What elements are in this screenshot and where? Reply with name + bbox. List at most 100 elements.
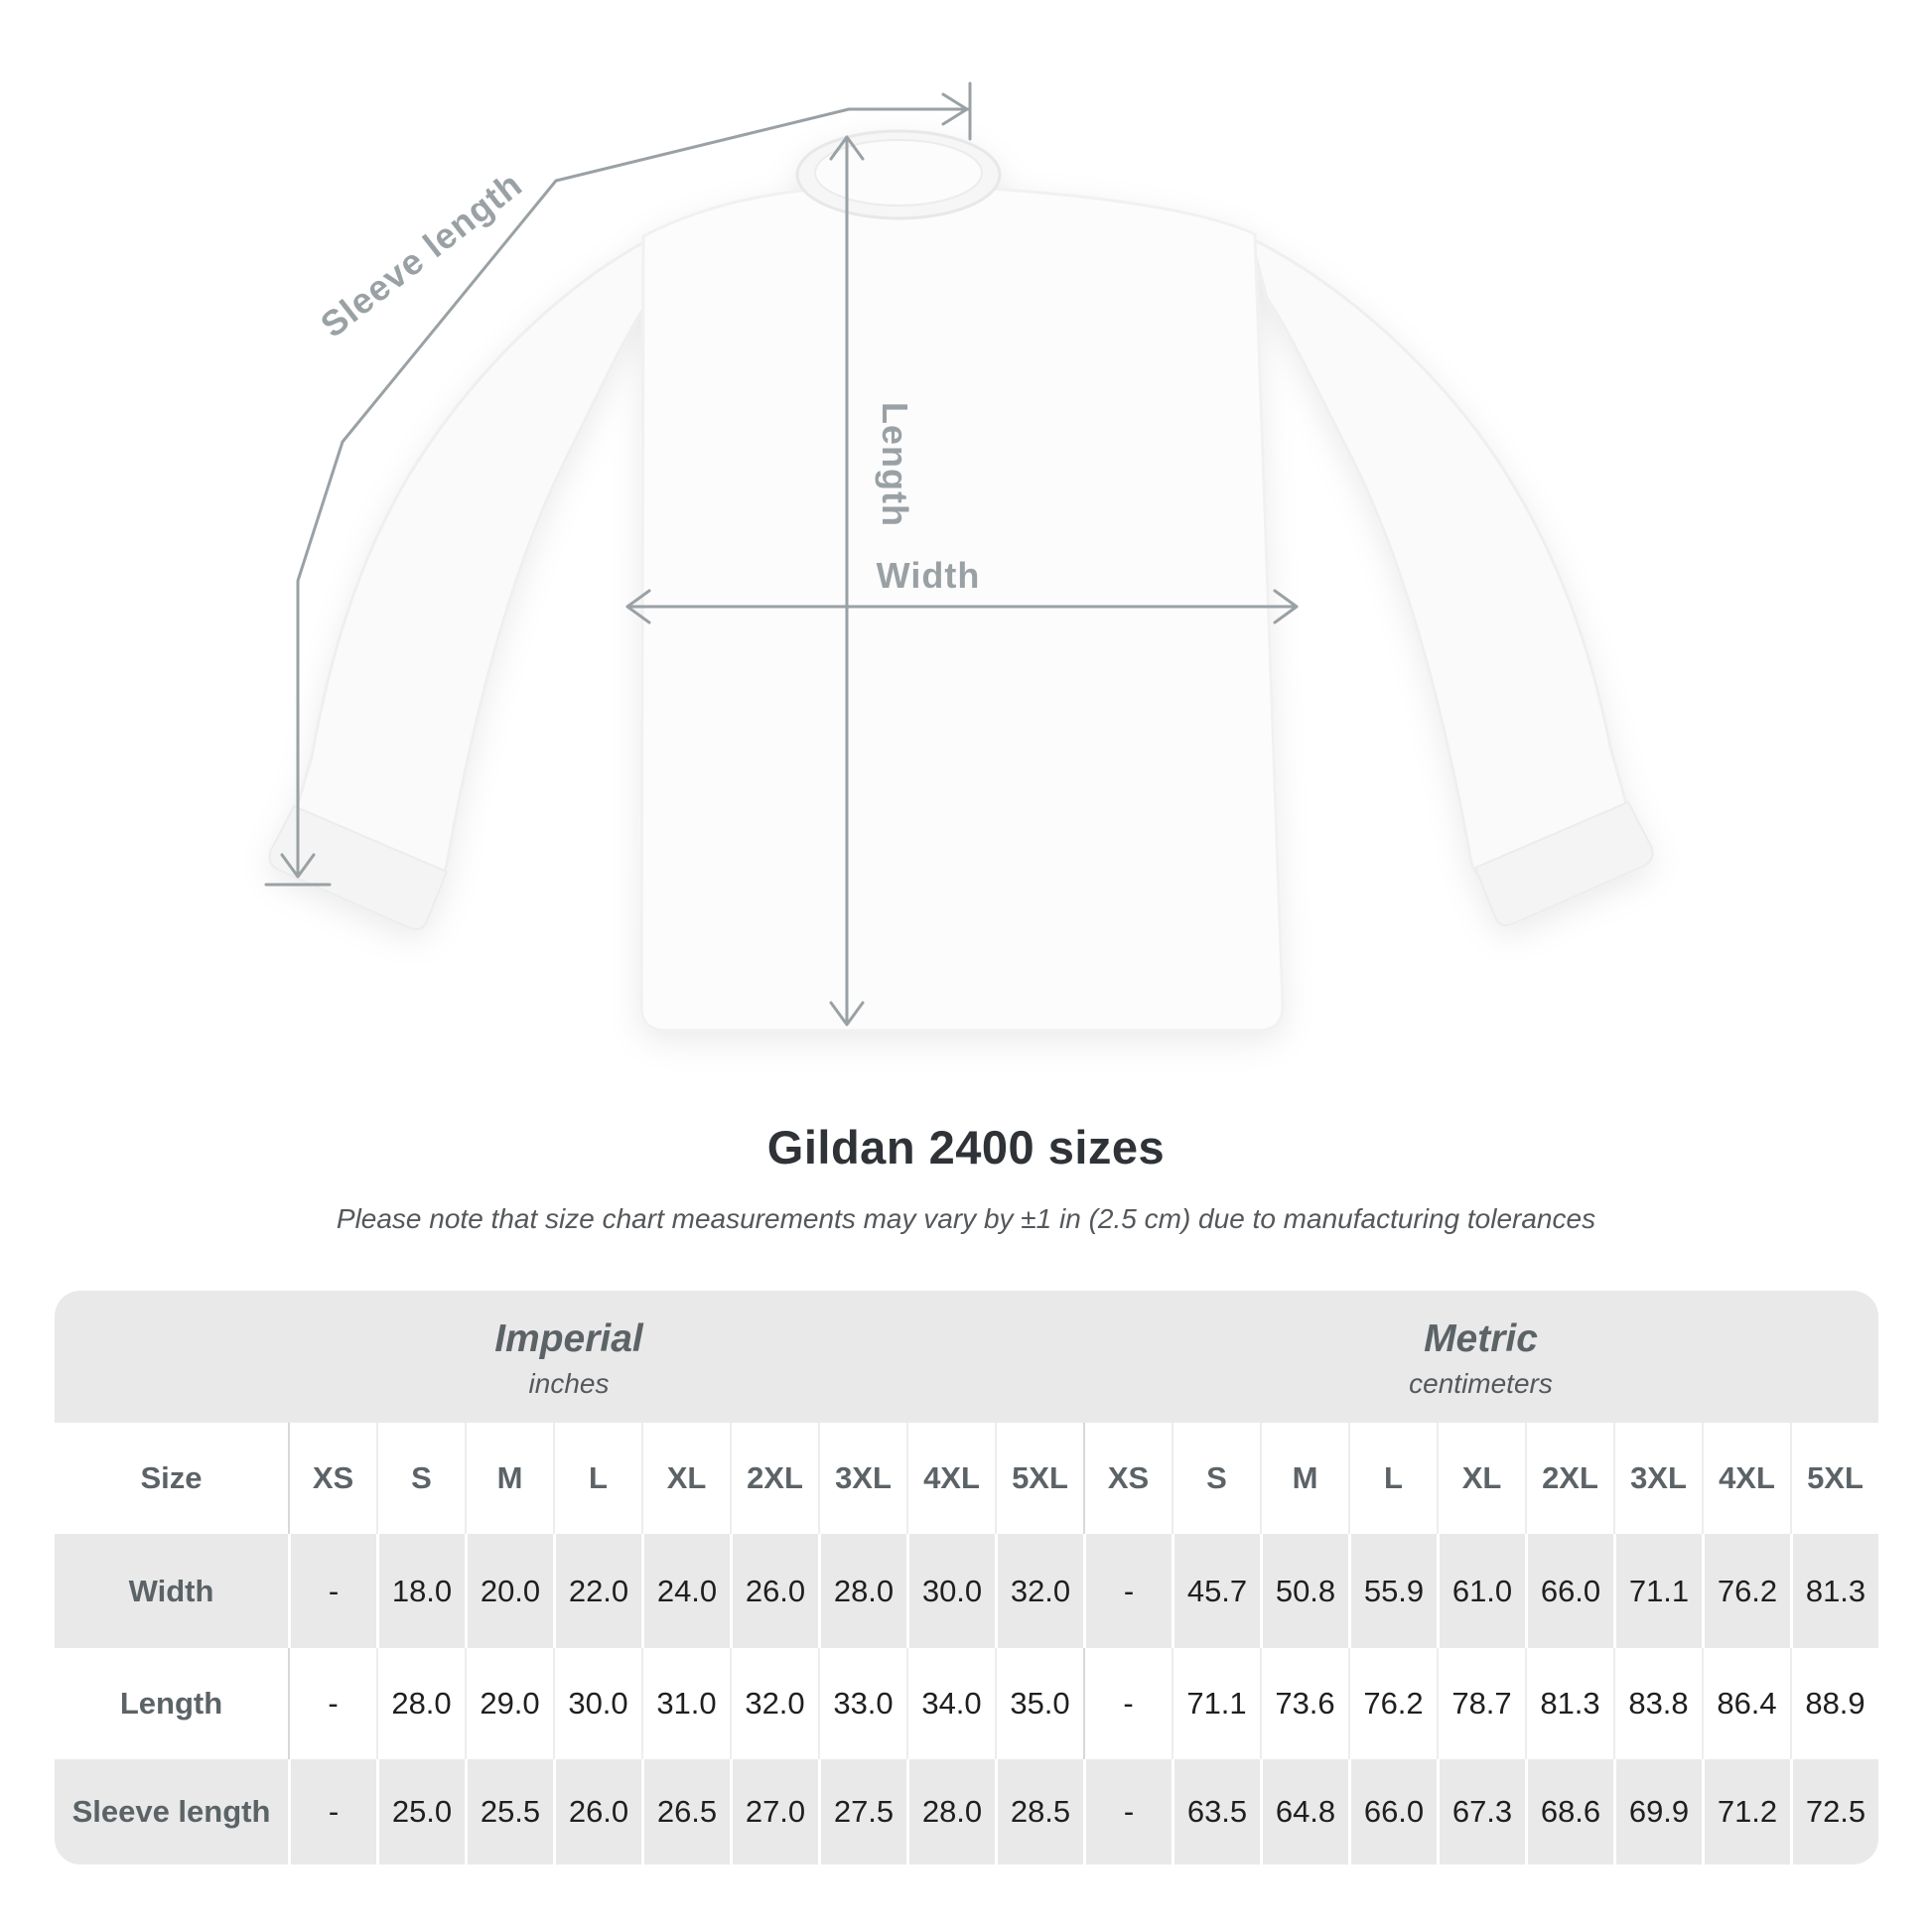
- size-grid: Size XS S M L XL 2XL 3XL 4XL 5XL XS S M L XL 2XL 3XL 4XL 5…: [55, 1423, 1878, 1864]
- value-imperial-0: -: [288, 1534, 376, 1648]
- value-metric-7: 76.2: [1702, 1534, 1790, 1648]
- table-row: Width -18.0 20.0 22.0 24.0 26.0 28.0 30.0 32.0-4…: [55, 1534, 1878, 1648]
- value-metric-3: 55.9: [1348, 1534, 1437, 1648]
- value-metric-4: 67.3: [1437, 1759, 1525, 1864]
- metric-label: Metric: [1424, 1317, 1538, 1360]
- right-sleeve: [1248, 235, 1628, 884]
- size-header-metric-0: XS: [1083, 1423, 1172, 1534]
- table-row: Sleeve length -25.0 25.5 26.0 26.5 27.0 27.5 28…: [55, 1759, 1878, 1864]
- value-imperial-1: 28.0: [376, 1648, 465, 1759]
- value-metric-2: 50.8: [1260, 1534, 1348, 1648]
- shirt-diagram: Sleeve length Length Width: [264, 81, 1654, 1033]
- value-imperial-4: 26.5: [641, 1759, 730, 1864]
- row-label: Length: [119, 1686, 223, 1721]
- size-header-metric-8: 5XL: [1790, 1423, 1878, 1534]
- value-metric-3: 76.2: [1348, 1648, 1437, 1759]
- unit-section-metric: Metric centimeters: [1083, 1291, 1878, 1423]
- value-metric-5: 66.0: [1525, 1534, 1613, 1648]
- page-subtitle: Please note that size chart measurements…: [336, 1203, 1596, 1234]
- value-metric-6: 71.1: [1613, 1534, 1702, 1648]
- value-imperial-4: 24.0: [641, 1534, 730, 1648]
- measurement-overlay: [264, 81, 1299, 1027]
- value-imperial-7: 28.0: [906, 1759, 995, 1864]
- size-header-imperial-4: XL: [641, 1423, 730, 1534]
- value-metric-8: 81.3: [1790, 1534, 1878, 1648]
- value-metric-8: 88.9: [1790, 1648, 1878, 1759]
- size-header-imperial-6: 3XL: [818, 1423, 906, 1534]
- value-imperial-8: 35.0: [995, 1648, 1083, 1759]
- value-metric-6: 83.8: [1613, 1648, 1702, 1759]
- value-metric-2: 64.8: [1260, 1759, 1348, 1864]
- value-metric-1: 63.5: [1172, 1759, 1260, 1864]
- value-imperial-6: 28.0: [818, 1534, 906, 1648]
- value-imperial-1: 25.0: [376, 1759, 465, 1864]
- size-header-metric-6: 3XL: [1613, 1423, 1702, 1534]
- value-imperial-4: 31.0: [641, 1648, 730, 1759]
- imperial-unit-label: inches: [528, 1368, 610, 1399]
- value-imperial-8: 28.5: [995, 1759, 1083, 1864]
- left-sleeve: [295, 237, 651, 886]
- width-arrow-right-icon: [1273, 589, 1299, 624]
- table-row-sizes: Size XS S M L XL 2XL 3XL 4XL 5XL XS S M L XL 2XL 3XL 4XL 5…: [55, 1423, 1878, 1534]
- size-header-metric-2: M: [1260, 1423, 1348, 1534]
- value-imperial-5: 32.0: [730, 1648, 818, 1759]
- value-imperial-5: 26.0: [730, 1534, 818, 1648]
- value-imperial-6: 27.5: [818, 1759, 906, 1864]
- length-arrow-down-icon: [829, 1001, 865, 1027]
- value-imperial-3: 22.0: [553, 1534, 641, 1648]
- value-metric-0: -: [1083, 1534, 1172, 1648]
- value-metric-3: 66.0: [1348, 1759, 1437, 1864]
- value-metric-6: 69.9: [1613, 1759, 1702, 1864]
- value-metric-1: 71.1: [1172, 1648, 1260, 1759]
- value-imperial-7: 34.0: [906, 1648, 995, 1759]
- width-label: Width: [877, 555, 981, 596]
- size-header-imperial-0: XS: [288, 1423, 376, 1534]
- size-header-imperial-8: 5XL: [995, 1423, 1083, 1534]
- value-imperial-2: 29.0: [465, 1648, 553, 1759]
- value-imperial-3: 30.0: [553, 1648, 641, 1759]
- size-header-imperial-3: L: [553, 1423, 641, 1534]
- size-header-metric-3: L: [1348, 1423, 1437, 1534]
- value-imperial-3: 26.0: [553, 1759, 641, 1864]
- unit-section-imperial: Imperial inches: [55, 1291, 1083, 1423]
- right-cuff: [1473, 800, 1654, 926]
- size-header-imperial-2: M: [465, 1423, 553, 1534]
- length-label: Length: [875, 402, 915, 527]
- value-imperial-6: 33.0: [818, 1648, 906, 1759]
- value-metric-7: 86.4: [1702, 1648, 1790, 1759]
- value-imperial-2: 25.5: [465, 1759, 553, 1864]
- table-row: Length -28.0 29.0 30.0 31.0 32.0 33.0 34.0 35.0-…: [55, 1648, 1878, 1759]
- size-header-imperial-5: 2XL: [730, 1423, 818, 1534]
- value-imperial-5: 27.0: [730, 1759, 818, 1864]
- size-header-imperial-1: S: [376, 1423, 465, 1534]
- value-imperial-2: 20.0: [465, 1534, 553, 1648]
- value-metric-0: -: [1083, 1759, 1172, 1864]
- imperial-label: Imperial: [494, 1317, 643, 1360]
- size-header-metric-1: S: [1172, 1423, 1260, 1534]
- page-title: Gildan 2400 sizes: [766, 1121, 1166, 1173]
- value-metric-0: -: [1083, 1648, 1172, 1759]
- value-metric-4: 61.0: [1437, 1534, 1525, 1648]
- sleeve-arrow-down-icon: [280, 853, 316, 879]
- size-header-metric-4: XL: [1437, 1423, 1525, 1534]
- size-header-metric-7: 4XL: [1702, 1423, 1790, 1534]
- size-column-header: Size: [140, 1460, 203, 1495]
- row-label: Sleeve length: [71, 1794, 271, 1829]
- metric-unit-label: centimeters: [1409, 1368, 1553, 1399]
- sleeve-arrow-right-icon: [941, 92, 969, 126]
- row-label: Width: [128, 1573, 214, 1608]
- size-header-imperial-7: 4XL: [906, 1423, 995, 1534]
- left-cuff: [268, 804, 449, 930]
- size-header-metric-5: 2XL: [1525, 1423, 1613, 1534]
- size-table: Imperial inches Metric centimeters Size X…: [55, 1291, 1878, 1864]
- value-imperial-8: 32.0: [995, 1534, 1083, 1648]
- width-arrow-left-icon: [625, 589, 651, 624]
- value-metric-5: 81.3: [1525, 1648, 1613, 1759]
- value-metric-2: 73.6: [1260, 1648, 1348, 1759]
- value-metric-7: 71.2: [1702, 1759, 1790, 1864]
- value-imperial-0: -: [288, 1759, 376, 1864]
- value-metric-1: 45.7: [1172, 1534, 1260, 1648]
- collar-inner: [814, 139, 983, 207]
- value-metric-5: 68.6: [1525, 1759, 1613, 1864]
